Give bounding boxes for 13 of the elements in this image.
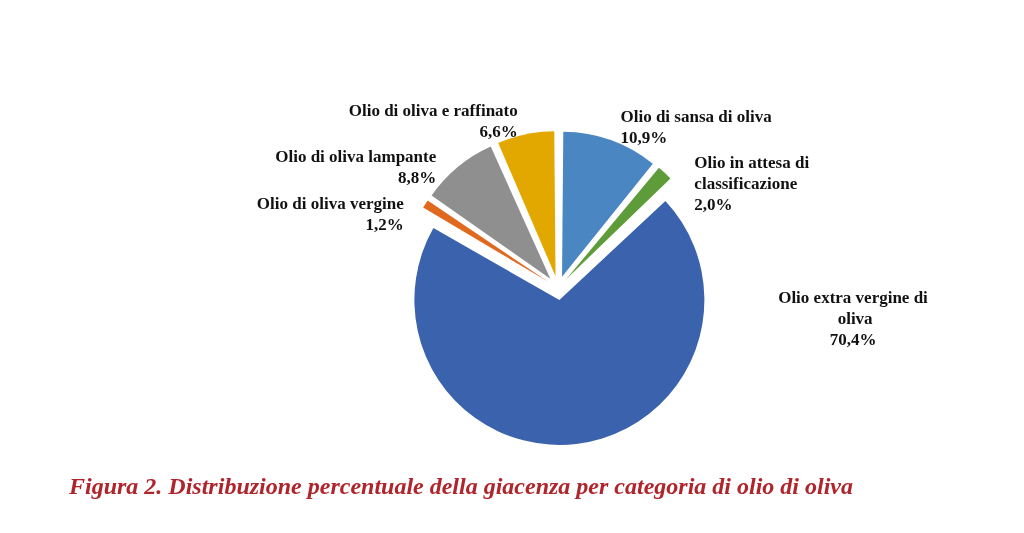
slice-label: Olio di oliva lampante [275,147,437,167]
text: Figura 2. Distribuzione percentuale della giacenza per categoria di olio di oliva [68,473,853,499]
data-label: 6,6% [479,121,518,141]
slice-label: Olio in attesa di classificazione [694,153,814,194]
slice-label: Olio di oliva vergine [256,193,405,213]
slice-label: Olio di oliva e raffinato [348,100,518,120]
data-label: 2,0% [694,195,733,215]
slice-label: Olio di sansa di oliva [620,106,773,126]
data-label: 8,8% [398,168,437,188]
data-label: 10,9% [620,127,668,147]
data-label: 1,2% [365,214,404,234]
data-label: 70,4% [829,329,877,349]
slice-label: Olio extra vergine di oliva [778,287,929,328]
